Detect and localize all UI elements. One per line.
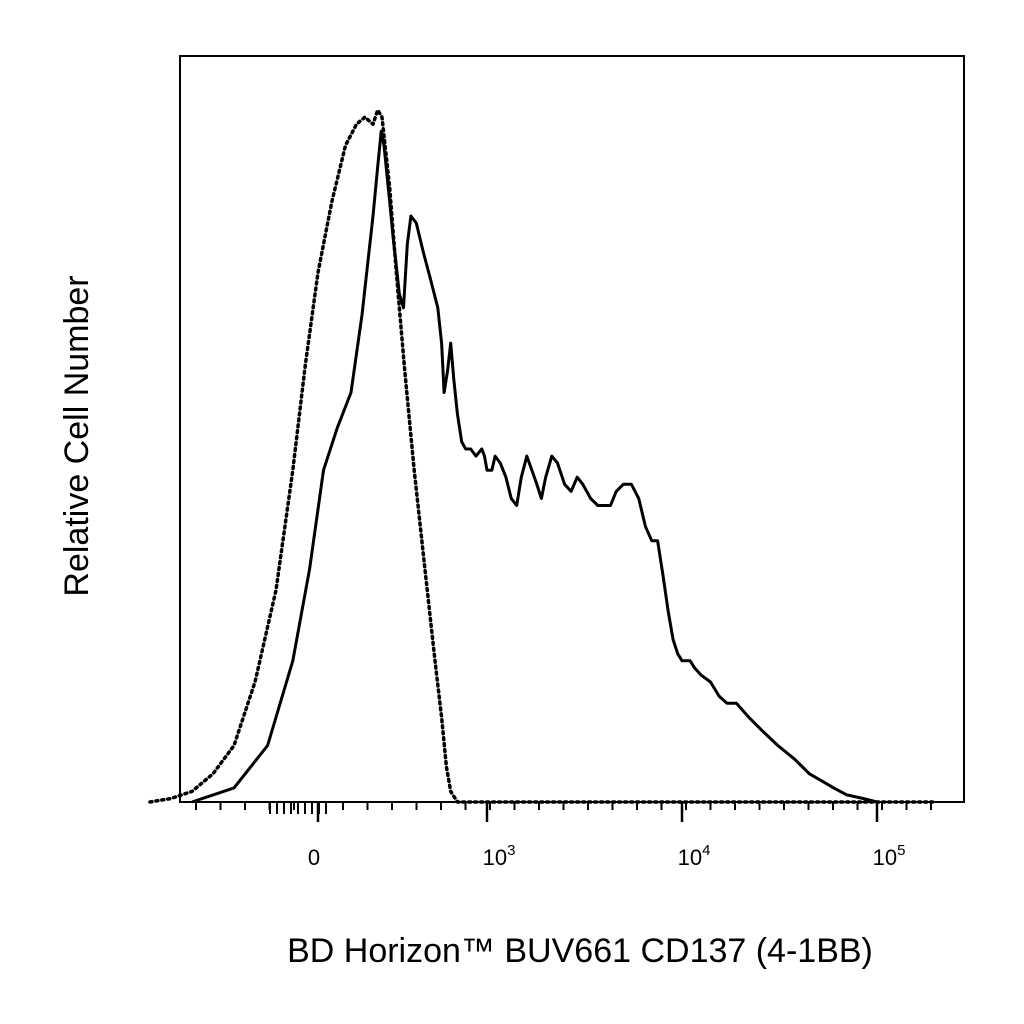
plot-frame bbox=[179, 55, 965, 803]
x-tick-label: 105 bbox=[873, 842, 906, 870]
x-tick-label: 0 bbox=[308, 845, 320, 870]
x-axis-tick-labels: 0 103 104 105 bbox=[308, 842, 906, 870]
x-axis-ticks bbox=[195, 802, 932, 822]
y-axis-title: Relative Cell Number bbox=[58, 275, 96, 596]
series-control-dotted bbox=[148, 108, 938, 804]
x-axis-title: BD Horizon™ BUV661 CD137 (4-1BB) bbox=[287, 932, 873, 970]
series-layer bbox=[148, 108, 938, 804]
x-tick-label: 103 bbox=[483, 842, 516, 870]
x-tick-label: 104 bbox=[678, 842, 711, 870]
